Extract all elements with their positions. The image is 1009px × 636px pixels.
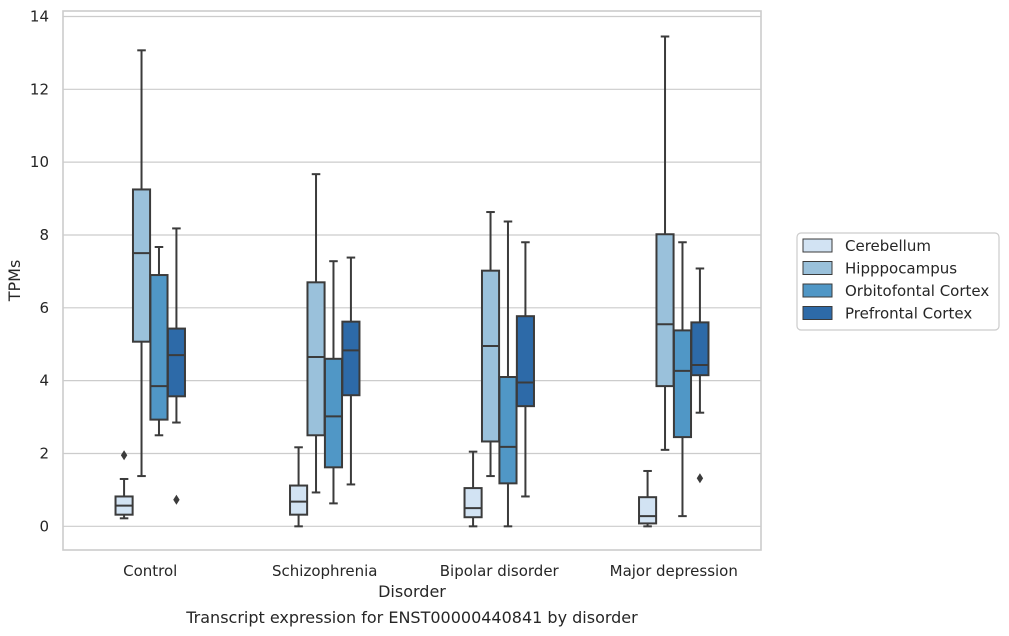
legend-label: Orbitofontal Cortex (845, 282, 989, 300)
x-tick-label: Bipolar disorder (440, 562, 560, 580)
iqr-box (131, 188, 152, 343)
box-hipppocampus (655, 35, 675, 451)
iqr-box (323, 357, 344, 469)
legend-swatch (802, 238, 833, 253)
iqr-box (690, 321, 710, 377)
box-orbitofontal-cortex (323, 260, 344, 505)
y-tick-label: 6 (39, 299, 49, 317)
y-tick-label: 12 (30, 80, 49, 98)
box-hipppocampus (131, 49, 152, 478)
x-tick-label: Schizophrenia (272, 562, 377, 580)
y-tick-label: 4 (39, 372, 49, 390)
iqr-box (166, 327, 186, 398)
y-tick-label: 14 (30, 7, 49, 25)
outlier-point (173, 494, 180, 505)
iqr-box (289, 484, 309, 516)
iqr-box (498, 376, 518, 485)
box-orbitofontal-cortex (149, 245, 169, 437)
outlier-point (696, 473, 704, 484)
iqr-box (306, 281, 326, 437)
x-axis-label: Disorder (378, 582, 446, 601)
chart-caption: Transcript expression for ENST0000044084… (185, 608, 638, 627)
x-tick-label: Major depression (610, 562, 738, 580)
legend-label: Cerebellum (845, 237, 931, 255)
legend-label: Prefrontal Cortex (845, 305, 972, 323)
iqr-box (655, 233, 675, 388)
iqr-box (515, 315, 535, 408)
outlier-point (120, 450, 128, 461)
iqr-box (149, 274, 169, 421)
iqr-box (638, 496, 658, 525)
x-tick-labels: Control Schizophrenia Bipolar disorder Majo… (123, 562, 738, 580)
box-groups (114, 35, 710, 528)
y-tick-labels: 0 2 4 6 8 10 12 14 (30, 7, 49, 535)
box-cerebellum (114, 450, 134, 520)
y-tick-label: 2 (39, 444, 49, 462)
legend: Cerebellum Hipppocampus Orbitofontal Corte… (796, 232, 1000, 331)
legend-label: Hipppocampus (845, 260, 957, 278)
y-tick-label: 10 (30, 153, 49, 171)
y-tick-label: 0 (39, 517, 49, 535)
legend-swatch (802, 283, 833, 298)
legend-swatch (802, 306, 833, 320)
iqr-box (463, 487, 483, 519)
box-prefrontal-cortex (166, 227, 186, 505)
y-tick-label: 8 (39, 226, 49, 244)
box-orbitofontal-cortex (498, 220, 518, 528)
box-cerebellum (289, 446, 309, 528)
iqr-box (672, 329, 693, 439)
box-prefrontal-cortex (341, 256, 361, 486)
box-hipppocampus (480, 211, 501, 478)
box-prefrontal-cortex (515, 241, 535, 498)
x-tick-label: Control (123, 562, 177, 580)
box-orbitofontal-cortex (672, 241, 693, 518)
box-cerebellum (638, 469, 658, 528)
iqr-box (341, 320, 361, 397)
legend-frame (796, 232, 1000, 331)
iqr-box (480, 269, 501, 443)
box-cerebellum (463, 450, 483, 528)
legend-swatch (802, 261, 833, 275)
box-prefrontal-cortex (690, 267, 710, 484)
plot-frame (62, 10, 762, 551)
y-axis-label: TPMs (5, 260, 24, 303)
